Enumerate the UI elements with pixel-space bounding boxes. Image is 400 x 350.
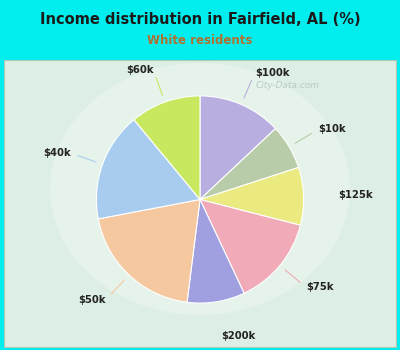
- Text: $60k: $60k: [126, 65, 153, 75]
- Text: $75k: $75k: [306, 282, 334, 292]
- Text: $10k: $10k: [318, 124, 346, 134]
- Text: $125k: $125k: [338, 190, 372, 200]
- Text: White residents: White residents: [147, 34, 253, 47]
- Wedge shape: [98, 199, 200, 302]
- Wedge shape: [200, 128, 298, 199]
- Text: Income distribution in Fairfield, AL (%): Income distribution in Fairfield, AL (%): [40, 12, 360, 27]
- Wedge shape: [200, 168, 304, 225]
- Wedge shape: [200, 199, 300, 293]
- Text: $100k: $100k: [255, 68, 289, 78]
- Wedge shape: [187, 199, 244, 303]
- Wedge shape: [134, 96, 200, 200]
- Wedge shape: [200, 96, 276, 200]
- Text: $40k: $40k: [43, 148, 70, 158]
- Text: $200k: $200k: [222, 331, 256, 341]
- Ellipse shape: [50, 63, 350, 315]
- Wedge shape: [96, 120, 200, 219]
- Text: $50k: $50k: [78, 295, 106, 305]
- Text: City-Data.com: City-Data.com: [256, 81, 320, 90]
- Bar: [4, 60, 396, 346]
